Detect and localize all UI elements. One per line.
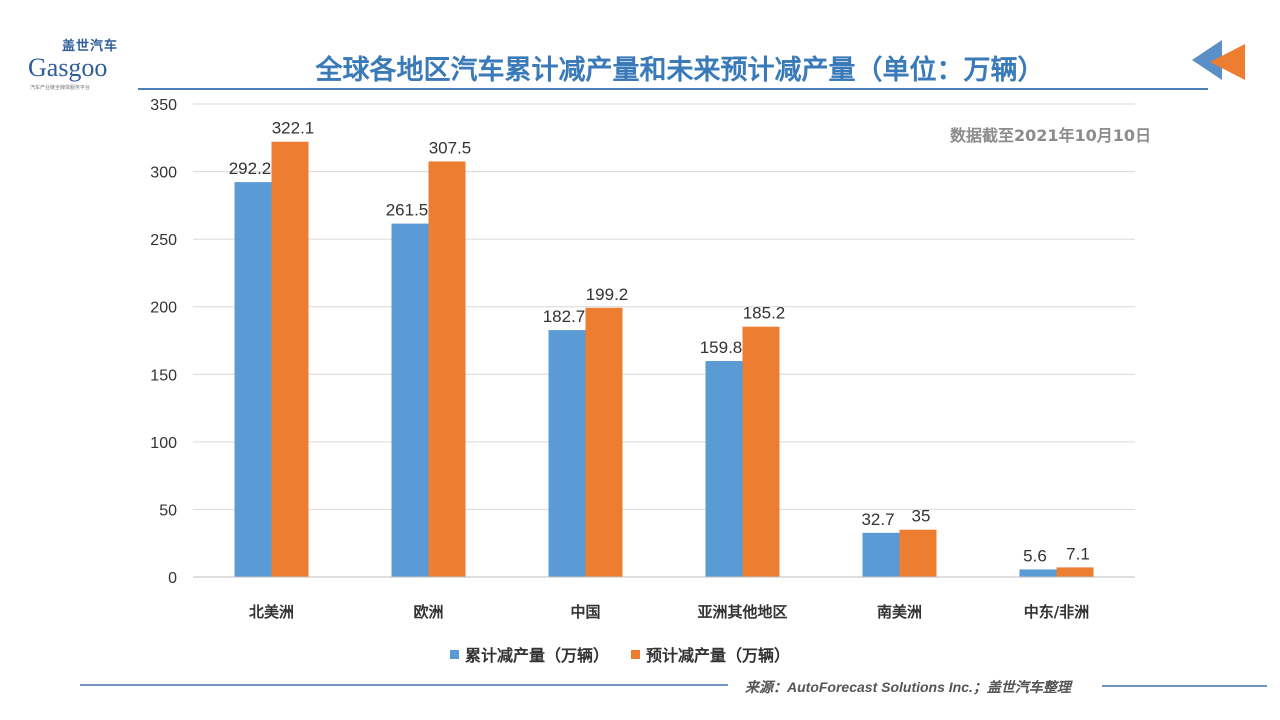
- y-tick-label: 150: [150, 367, 177, 384]
- bar: [862, 532, 900, 577]
- bar: [271, 141, 309, 577]
- y-tick-label: 350: [150, 97, 177, 114]
- bar: [234, 182, 272, 578]
- x-tick-label: 欧洲: [413, 603, 443, 621]
- data-label: 182.7: [543, 307, 586, 326]
- x-tick-label: 中国: [570, 603, 600, 621]
- logo-en: Gasgoo: [28, 53, 108, 82]
- gasgoo-logo: 盖世汽车 Gasgoo 汽车产业链全媒体服务平台: [22, 38, 132, 94]
- x-tick-label: 亚洲其他地区: [697, 603, 787, 621]
- bar: [1056, 567, 1094, 577]
- legend-label: 预计减产量（万辆）: [646, 646, 791, 665]
- data-label: 292.2: [229, 159, 272, 178]
- arrow-decoration-icon: [1192, 40, 1245, 80]
- data-label: 35: [912, 507, 931, 526]
- bar: [705, 361, 743, 577]
- legend-item-series1: 累计减产量（万辆）: [450, 642, 609, 666]
- y-tick-label: 200: [150, 300, 177, 317]
- data-label: 32.7: [861, 510, 894, 529]
- data-label: 159.8: [700, 338, 743, 357]
- source-footer: 来源：AutoForecast Solutions Inc.；盖世汽车整理: [745, 679, 1071, 695]
- legend-swatch: [450, 649, 459, 659]
- bar: [742, 326, 780, 577]
- bar: [428, 161, 466, 577]
- data-label: 261.5: [386, 201, 429, 220]
- logo-tagline: 汽车产业链全媒体服务平台: [30, 85, 91, 91]
- bar: [548, 330, 586, 577]
- data-label: 185.2: [743, 304, 786, 323]
- bar: [899, 529, 937, 577]
- data-label: 199.2: [586, 285, 629, 304]
- legend-swatch: [631, 649, 641, 659]
- x-tick-label: 北美洲: [249, 603, 294, 621]
- legend-label: 累计减产量（万辆）: [465, 646, 610, 665]
- data-label: 5.6: [1023, 546, 1047, 565]
- y-tick-label: 250: [150, 232, 177, 249]
- x-tick-label: 南美洲: [877, 603, 922, 621]
- bar: [1019, 569, 1057, 577]
- data-date-note: 数据截至2021年10月10日: [950, 126, 1152, 145]
- legend: 累计减产量（万辆） 预计减产量（万辆）: [450, 642, 790, 666]
- data-label: 307.5: [429, 138, 472, 157]
- footer-line-right: [1102, 685, 1267, 687]
- footer-line-left: [80, 684, 728, 686]
- logo-cn: 盖世汽车: [62, 38, 119, 53]
- bar: [391, 223, 429, 577]
- title-divider: [138, 88, 1208, 90]
- y-tick-label: 100: [150, 435, 177, 452]
- data-label: 7.1: [1066, 544, 1090, 563]
- page-title: 全球各地区汽车累计减产量和未来预计减产量（单位：万辆）: [315, 55, 1045, 86]
- bar: [585, 307, 623, 577]
- y-tick-label: 50: [159, 502, 177, 519]
- y-tick-label: 300: [150, 165, 177, 182]
- x-tick-label: 中东/非洲: [1024, 603, 1089, 621]
- data-label: 322.1: [272, 119, 315, 138]
- legend-item-series2: 预计减产量（万辆）: [631, 642, 790, 666]
- y-tick-label: 0: [168, 570, 177, 587]
